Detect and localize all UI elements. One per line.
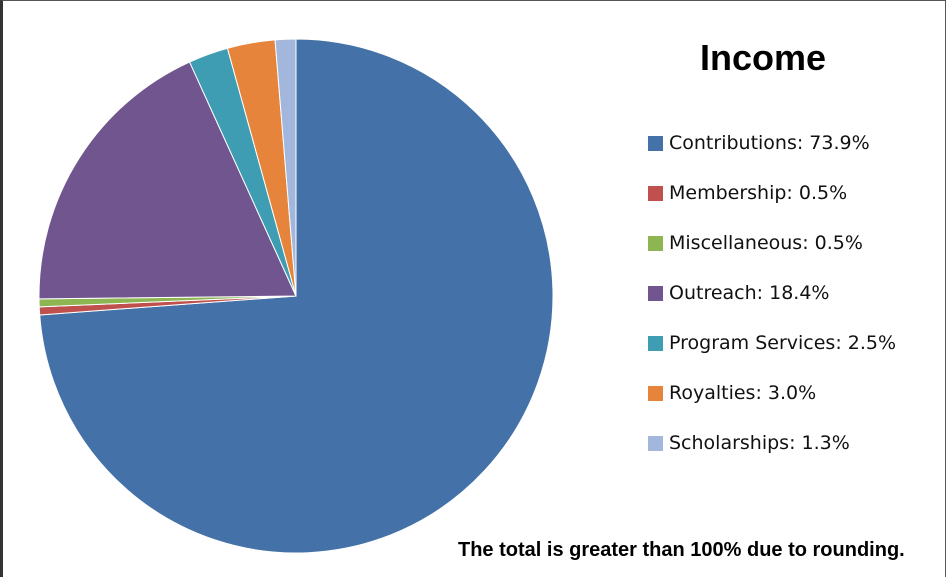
legend-swatch [648, 235, 663, 251]
legend-item: Outreach: 18.4% [648, 276, 829, 310]
legend-swatch [648, 135, 663, 151]
legend-label: Royalties: 3.0% [669, 382, 817, 404]
legend-item: Membership: 0.5% [648, 176, 847, 210]
legend-label: Program Services: 2.5% [669, 332, 897, 354]
legend-swatch [648, 335, 663, 351]
legend-item: Scholarships: 1.3% [648, 426, 850, 460]
legend-label: Scholarships: 1.3% [669, 432, 850, 454]
legend-label: Miscellaneous: 0.5% [669, 232, 863, 254]
pie-slice-scholarships [274, 38, 297, 297]
legend-label: Membership: 0.5% [669, 182, 848, 204]
legend-swatch [648, 435, 663, 451]
legend-swatch [648, 385, 663, 401]
pie-chart [38, 38, 554, 554]
pie-slice-outreach [38, 61, 297, 300]
legend-item: Contributions: 73.9% [648, 126, 870, 160]
legend-label: Outreach: 18.4% [669, 282, 830, 304]
legend-item: Program Services: 2.5% [648, 326, 896, 360]
legend-swatch [648, 185, 663, 201]
chart-title: Income [699, 37, 827, 78]
legend-swatch [648, 285, 663, 301]
legend-item: Miscellaneous: 0.5% [648, 226, 863, 260]
footnote: The total is greater than 100% due to ro… [458, 539, 905, 561]
legend-item: Royalties: 3.0% [648, 376, 816, 410]
legend-label: Contributions: 73.9% [669, 132, 870, 154]
